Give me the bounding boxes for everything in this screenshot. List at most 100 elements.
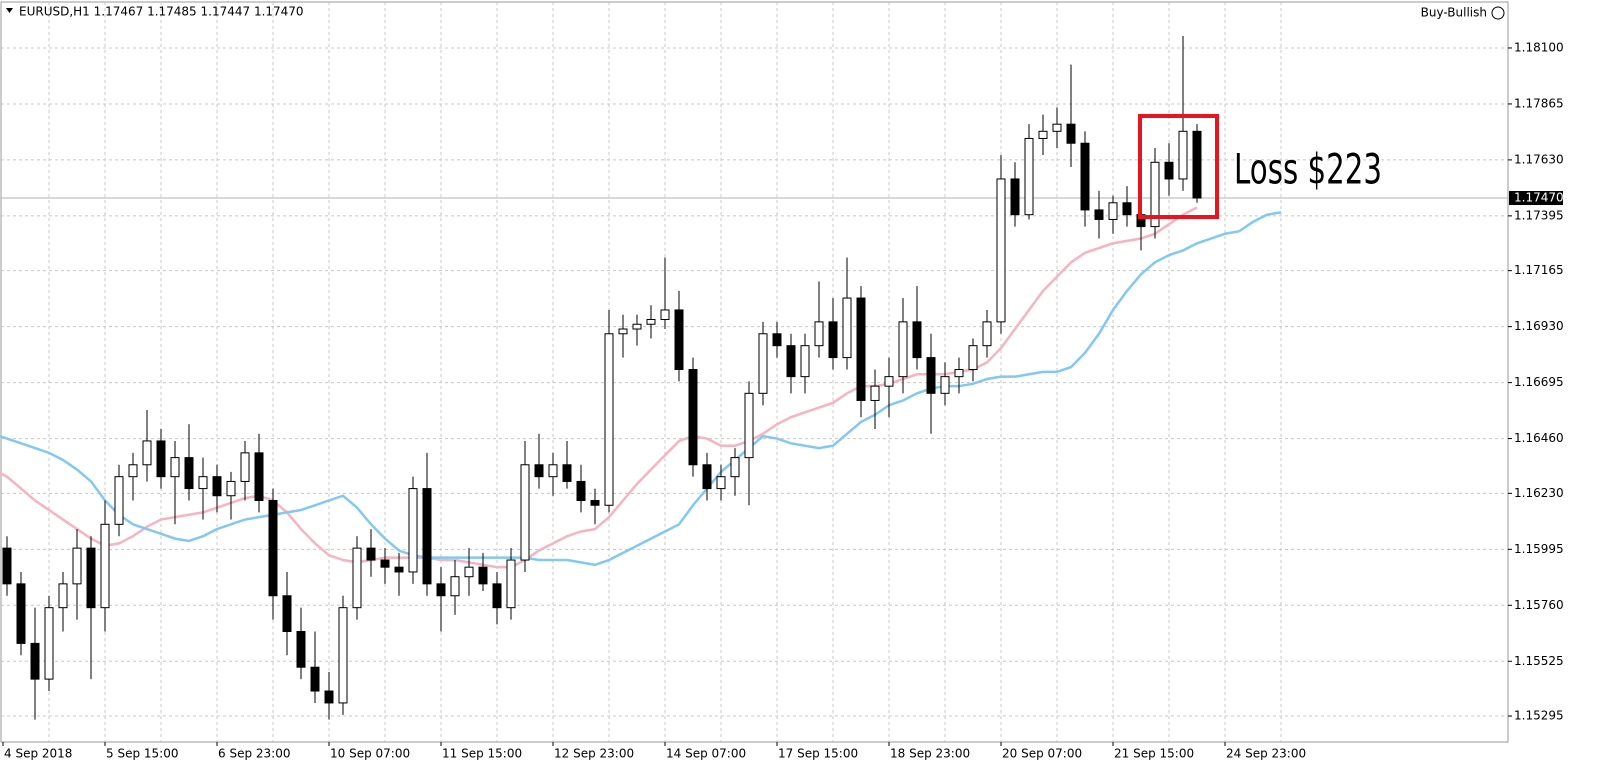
y-tick-label: 1.16695 [1514,375,1564,389]
candle-body [618,328,628,335]
candle-body [982,321,992,347]
candle-body [324,690,334,704]
candle-body [520,464,530,561]
dropdown-icon [6,8,13,13]
chart-title: EURUSD,H1 1.17467 1.17485 1.17447 1.1747… [19,5,304,19]
candle-body [926,357,936,394]
candle-body [506,559,516,609]
candle-body [954,368,964,378]
candle-body [1038,130,1048,139]
candle-body [1066,123,1076,144]
candle-body [198,476,208,490]
candle-body [352,547,362,609]
y-tick-label: 1.18100 [1514,40,1564,54]
price-tag [1509,191,1563,206]
candle-body [800,345,810,378]
candle-body [758,333,768,394]
y-tick-label: 1.17865 [1514,96,1564,110]
candle-body [226,480,236,497]
candle-body [184,457,194,490]
plot-frame [0,1,1509,743]
candle-body [730,457,740,478]
candle-body [884,376,894,387]
candle-body [856,297,866,401]
moving-averages [0,206,1282,569]
x-tick-label: 21 Sep 15:00 [1114,747,1194,761]
x-tick-label: 20 Sep 07:00 [1002,747,1082,761]
candle-body [254,452,264,501]
moving-average [0,206,1198,569]
candle-body [478,566,488,585]
candle-body [548,464,558,478]
candle-body [492,583,502,609]
candle-body [814,321,824,347]
y-tick-label: 1.15995 [1514,542,1564,556]
x-tick-label: 11 Sep 15:00 [442,747,522,761]
candle-body [786,345,796,378]
candle-body [842,297,852,359]
candle-body [688,368,698,466]
x-tick-label: 24 Sep 23:00 [1226,747,1306,761]
candle-body [870,385,880,401]
candle-body [450,576,460,597]
x-tick-label: 6 Sep 23:00 [218,747,290,761]
candle-body [128,464,138,478]
candle-body [156,440,166,478]
candle-body [1108,202,1118,220]
y-tick-label: 1.15760 [1514,598,1564,612]
axis-labels: 1.18100 1.17865 1.17630 1.17395 1.17165 1.169… [2,40,1564,761]
x-tick-label: 12 Sep 23:00 [554,747,634,761]
x-tick-label: 4 Sep 2018 [4,747,72,761]
y-tick-label: 1.16460 [1514,431,1564,445]
candle-body [576,480,586,501]
candle-body [604,333,614,506]
candle-body [408,488,418,573]
candle-body [674,309,684,370]
moving-average [0,211,1282,567]
candle-body [30,642,40,680]
candle-body [1080,142,1090,211]
candle-body [702,464,712,490]
candle-body [170,457,180,478]
candle-body [772,333,782,347]
smiley-icon [1491,6,1505,20]
candle-body [338,607,348,704]
candle-body [1192,130,1202,199]
candle-body [646,318,656,325]
candle-body [380,559,390,568]
candles [2,36,1202,720]
grid [1,2,1508,742]
highlight-box [1138,114,1219,219]
candle-body [268,499,278,597]
candle-body [940,376,950,394]
x-tick-label: 14 Sep 07:00 [666,747,746,761]
x-tick-label: 18 Sep 23:00 [890,747,970,761]
candle-body [660,309,670,320]
candle-body [142,440,152,466]
annotation: Loss $223 [1234,145,1382,194]
candle-body [996,178,1006,323]
candle-body [1094,209,1104,220]
candle-body [72,547,82,585]
candle-body [240,452,250,482]
candle-body [296,630,306,668]
candle-body [716,476,726,490]
indicator-label: Buy-Bullish [1421,6,1487,20]
y-tick-label: 1.17395 [1514,208,1564,222]
candle-body [100,523,110,609]
candle-body [310,666,320,692]
y-tick-label: 1.15525 [1514,654,1564,668]
price-tag-label: 1.17470 [1514,191,1564,205]
candle-body [828,321,838,359]
x-tick-label: 17 Sep 15:00 [778,747,858,761]
candle-body [44,607,54,680]
candle-body [1024,137,1034,216]
candle-body [2,547,12,585]
candle-body [534,464,544,478]
candle-body [366,547,376,561]
candle-body [16,583,26,644]
y-tick-label: 1.16230 [1514,486,1564,500]
candle-body [1178,130,1188,180]
candle-body [1164,161,1174,180]
candle-body [1122,202,1132,216]
